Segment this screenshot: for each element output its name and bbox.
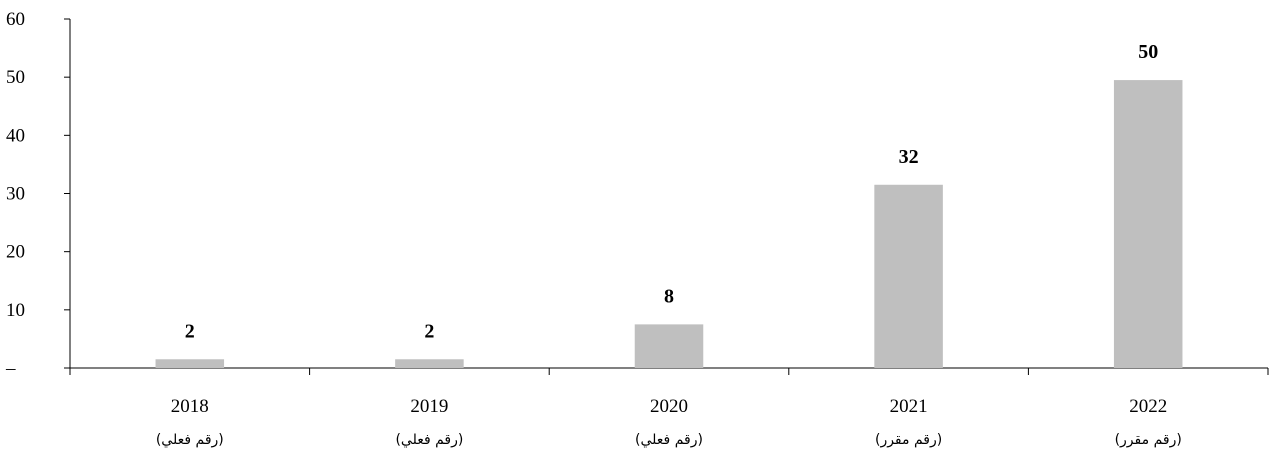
data-label: 32 xyxy=(899,146,919,168)
x-category-sublabel: (رقم فعلي) xyxy=(635,432,703,448)
data-label: 8 xyxy=(664,285,674,307)
x-category-sublabel: (رقم مقرر) xyxy=(1115,432,1182,448)
bar xyxy=(395,359,464,368)
data-label: 2 xyxy=(424,320,434,342)
y-tick-label: 50 xyxy=(6,67,25,88)
x-category-label: 2018 xyxy=(171,396,209,417)
y-tick-label: 60 xyxy=(6,9,25,30)
data-labels: 2 2 8 32 50 xyxy=(185,41,1158,342)
data-label: 50 xyxy=(1138,41,1158,63)
bars xyxy=(155,80,1183,368)
bar xyxy=(874,184,943,368)
x-category-label: 2021 xyxy=(890,396,928,417)
x-category-sublabel: (رقم فعلي) xyxy=(156,432,224,448)
x-category-label: 2022 xyxy=(1129,396,1167,417)
x-category-sublabel: (رقم فعلي) xyxy=(395,432,463,448)
x-axis: 2018 (رقم فعلي) 2019 (رقم فعلي) 2020 (رقم فعل… xyxy=(69,367,1269,448)
y-tick-label: 30 xyxy=(6,184,25,205)
x-category-sublabel: (رقم مقرر) xyxy=(875,432,942,448)
y-tick-label: – xyxy=(5,358,16,379)
data-label: 2 xyxy=(185,320,195,342)
y-tick-label: 20 xyxy=(6,242,25,263)
bar xyxy=(1113,80,1183,368)
y-tick-label: 10 xyxy=(6,300,25,321)
y-tick-label: 40 xyxy=(6,125,25,146)
bar xyxy=(155,359,225,368)
x-category-label: 2020 xyxy=(650,396,688,417)
x-category-label: 2019 xyxy=(410,396,448,417)
y-axis: – 10 20 30 40 50 60 xyxy=(5,9,71,379)
bar xyxy=(634,324,704,368)
